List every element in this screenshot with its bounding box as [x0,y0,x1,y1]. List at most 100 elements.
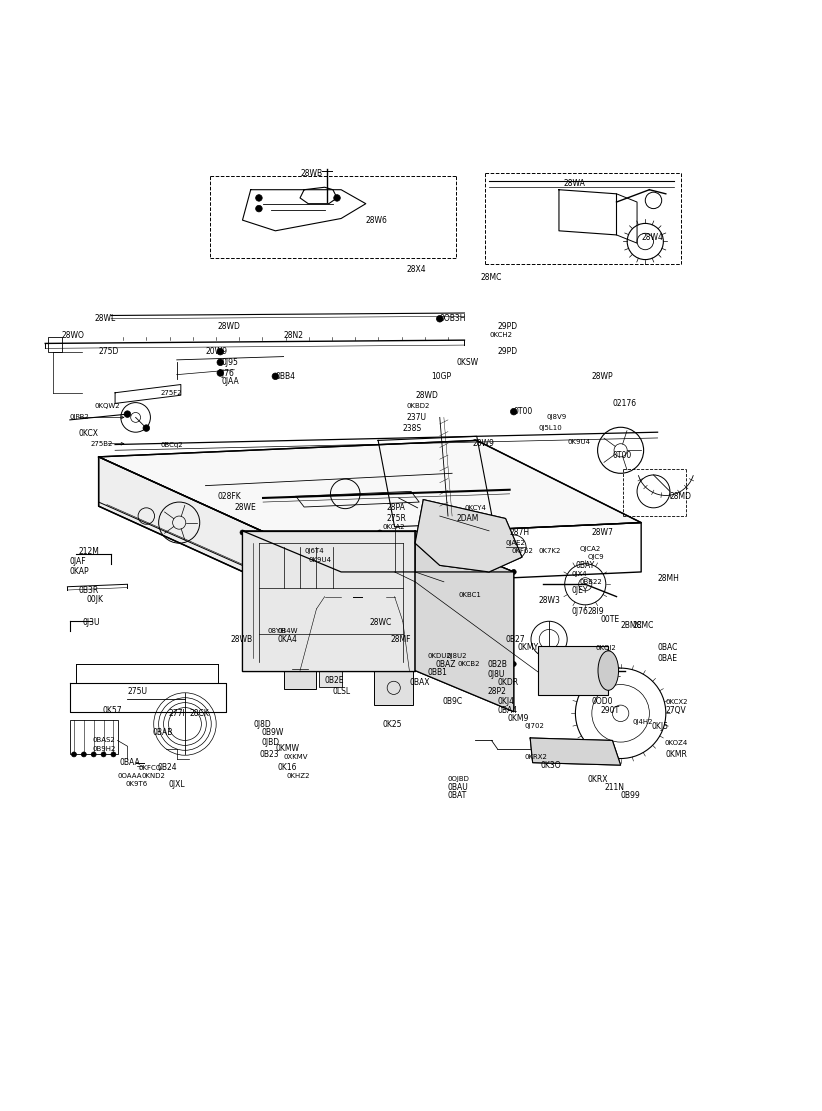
Text: 0BAB: 0BAB [152,728,173,737]
Circle shape [377,661,382,667]
Bar [70,720,118,754]
Text: 237U: 237U [407,413,427,422]
Text: 0J76: 0J76 [571,607,589,615]
Text: 0LSL: 0LSL [333,687,351,695]
Text: 0K25: 0K25 [382,720,402,729]
Text: 0K9T6: 0K9T6 [126,781,148,787]
Polygon shape [530,738,621,765]
Text: 212M: 212M [78,547,99,556]
Text: 20W9: 20W9 [206,347,228,357]
Text: 0B2B: 0B2B [487,660,507,669]
Text: 238S: 238S [403,423,422,432]
Polygon shape [99,440,641,539]
Bar [538,645,608,695]
Text: 0KBC1: 0KBC1 [459,592,482,598]
Text: 0B23: 0B23 [260,750,279,759]
Text: 0J4H2: 0J4H2 [633,719,653,724]
Text: 0KSW: 0KSW [456,358,478,367]
Text: 028FK: 028FK [218,492,242,501]
Text: 0KJ5: 0KJ5 [652,722,669,731]
Text: 0KFCQ: 0KFCQ [138,764,161,771]
Text: 02176: 02176 [612,399,636,408]
Text: 275U: 275U [127,687,147,695]
Text: 275B2: 275B2 [90,441,113,447]
Text: 275D: 275D [99,347,119,357]
Bar [341,580,386,613]
Text: 277I: 277I [169,709,185,718]
Text: 0KCX: 0KCX [78,429,98,439]
Text: 28W3: 28W3 [538,597,561,605]
Circle shape [72,752,76,757]
Text: 0KMW: 0KMW [275,744,299,753]
Text: 0KDU2: 0KDU2 [427,653,451,659]
Text: 0BAT: 0BAT [448,791,467,800]
Text: 0KRX: 0KRX [588,774,608,783]
Text: 00TE: 00TE [600,615,619,624]
Text: 0J8U: 0J8U [487,670,505,679]
Text: 0BAA: 0BAA [119,758,140,767]
Text: 28WB: 28WB [230,634,252,644]
Text: 28WO: 28WO [62,331,85,340]
Text: 0JAE2: 0JAE2 [506,540,525,547]
Text: 28WL: 28WL [95,314,116,323]
Text: 28I9: 28I9 [588,607,604,615]
Text: 0JAF: 0JAF [70,557,86,565]
Text: 0J95: 0J95 [222,358,239,367]
Circle shape [256,206,262,212]
Text: 0KDR: 0KDR [497,679,519,688]
Text: 0BAZ: 0BAZ [436,660,456,669]
Text: 27QV: 27QV [666,705,686,714]
Circle shape [217,349,224,354]
Text: 0BA4: 0BA4 [497,705,517,714]
Text: 0KHZ2: 0KHZ2 [286,773,310,779]
Text: 0BAX: 0BAX [409,679,430,688]
Text: 0KCX2: 0KCX2 [666,699,688,704]
Text: 0J8V9: 0J8V9 [547,414,567,420]
Text: 0JXL: 0JXL [169,780,185,789]
Polygon shape [99,457,279,589]
Bar [319,671,342,687]
Text: 28MF: 28MF [390,634,411,644]
Text: 0KQW2: 0KQW2 [95,403,120,409]
Text: 0BB22: 0BB22 [580,579,603,584]
Text: 0KRX2: 0KRX2 [524,754,547,760]
Text: 28WD: 28WD [415,391,438,400]
Text: 211N: 211N [604,783,624,792]
Text: 28MC: 28MC [633,621,654,630]
Text: 0JAA: 0JAA [222,377,240,386]
Text: 0B3R: 0B3R [78,585,99,594]
Text: 0JEY: 0JEY [571,585,588,594]
Text: 0OAAA: 0OAAA [118,773,142,779]
Text: 0BCq2: 0BCq2 [160,441,183,448]
Bar [374,671,413,705]
Text: 0BB4: 0BB4 [275,372,295,381]
Text: 0K3O: 0K3O [541,761,561,770]
Text: 0B24: 0B24 [158,763,178,772]
Text: 10GP: 10GP [432,372,451,381]
Circle shape [101,752,106,757]
Text: 275R: 275R [386,514,406,523]
Ellipse shape [598,651,618,690]
Text: OJC9: OJC9 [588,554,604,560]
Circle shape [256,194,262,201]
Text: 0KF62: 0KF62 [511,549,533,554]
Circle shape [334,194,340,201]
Circle shape [217,359,224,366]
Polygon shape [415,500,522,572]
Text: 0B27: 0B27 [506,634,525,644]
Text: 0K16: 0K16 [278,763,298,772]
Text: OJCA2: OJCA2 [580,546,601,552]
Text: 0BAY: 0BAY [575,561,594,570]
Text: 0K9U4: 0K9U4 [308,557,331,562]
Circle shape [436,316,443,322]
Circle shape [510,409,517,414]
Polygon shape [415,531,514,712]
Text: 0J702: 0J702 [524,723,544,730]
Circle shape [111,752,116,757]
Text: 0B9H2: 0B9H2 [92,745,115,752]
Text: 28MD: 28MD [670,492,692,501]
Text: 28WD: 28WD [218,322,241,331]
Text: 0B9W: 0B9W [261,728,284,737]
Text: 0OJBD: 0OJBD [448,777,470,782]
Text: 28N2: 28N2 [284,331,303,340]
